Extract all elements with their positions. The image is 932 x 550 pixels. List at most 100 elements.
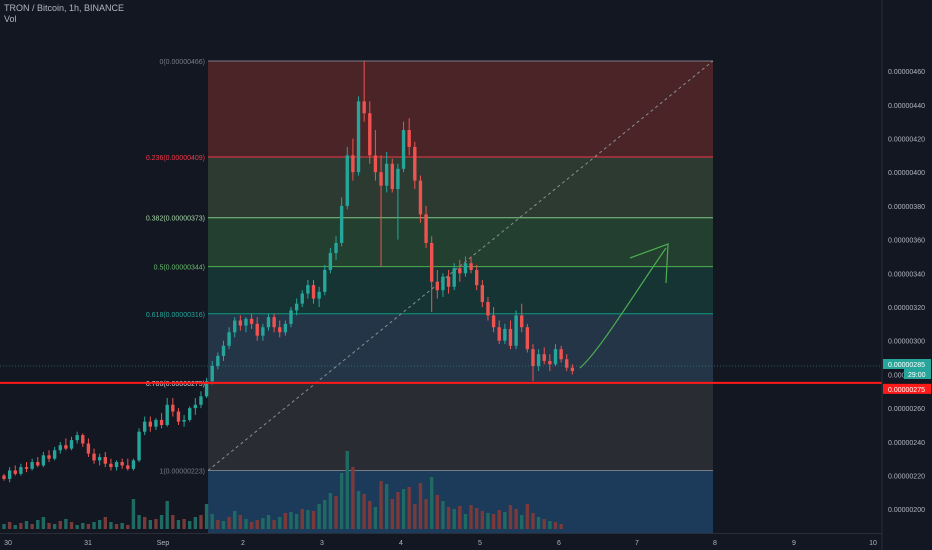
volume-bar [210,514,214,529]
volume-bar [351,467,355,529]
candle-body [345,155,349,206]
trend-dashed-line [207,60,714,471]
candle-body [536,354,541,366]
volume-bar [362,494,366,529]
candle-body [458,268,462,274]
candle-body [452,268,456,287]
fib-zone-0.618 [208,313,713,383]
volume-bar [238,515,243,529]
candle-body [486,301,490,316]
candle-body [36,462,40,466]
volume-bar [379,481,383,529]
candle-body [413,146,417,181]
volume-bar [300,509,304,529]
volume-bar [244,519,248,529]
volume-bar [497,510,501,529]
volume-bar [204,504,209,529]
volume-bar [396,492,400,529]
candle-body [570,367,575,372]
price-tick-label: 0.00000260 [888,406,925,413]
candle-body [176,411,181,422]
symbol-title: TRON / Bitcoin, 1h, BINANCE [4,3,125,13]
price-tick-label: 0.00000220 [888,474,925,481]
volume-bar [475,508,479,529]
volume-bar [452,509,456,529]
candle-body [137,431,141,461]
candle-body [475,269,479,286]
volume-bar [120,523,124,529]
candle-body [58,445,62,451]
volume-bar [458,506,462,529]
candle-body [142,421,147,432]
candle-body [424,214,428,243]
candle-body [52,450,57,459]
candle-body [283,323,288,333]
volume-bar [384,484,389,529]
candle-body [159,419,164,425]
volume-bar [36,520,40,529]
volume-bar [81,523,85,529]
candle-body [559,349,563,360]
candle-body [233,320,237,333]
volume-label: Vol [4,14,17,24]
volume-bar [508,505,513,529]
candle-body [19,467,23,474]
drawn-arrow [579,243,669,369]
volume-bar [514,509,518,529]
fib-zone-0.236 [208,157,713,218]
price-axis-bg [882,0,932,550]
candle-body [272,317,276,328]
candle-body [261,327,265,336]
volume-bar [435,495,440,529]
volume-bar [413,504,417,529]
candle-body [103,457,107,464]
volume-bar [418,483,423,529]
candle-body [503,328,507,341]
candle-body [238,320,243,326]
volume-bar [345,451,349,529]
volume-bar [289,512,293,529]
candle-body [441,276,445,291]
last-price-tag [883,358,931,369]
volume-bar [480,511,485,529]
fib-level-label: 1(0.00000223) [159,468,205,475]
candle-body [553,349,558,365]
volume-bar [548,521,552,529]
candle-body [565,359,569,368]
volume-bar [339,473,344,529]
fib-zone-0.786 [208,382,713,471]
candlesticks [2,60,575,483]
volume-bar [227,517,231,529]
support-price-tag [883,383,931,394]
candle-body [81,435,85,444]
volume-bar [30,524,34,529]
price-tick-label: 0.00000300 [888,339,925,346]
candle-body [13,470,17,474]
volume-bar [159,515,164,529]
volume-bar [407,487,411,529]
volume-bar [154,519,158,529]
candle-body [278,327,282,333]
candle-body [249,318,254,324]
volume-bar [109,522,113,529]
candle-body [531,349,535,366]
horizontal-line[interactable] [0,365,882,384]
candle-body [323,269,327,292]
candle-body [216,355,220,366]
price-tick-label: 0.00000400 [888,170,925,177]
volume-bar [13,525,17,529]
volume-bar [171,515,175,529]
fib-zone-0.382 [208,217,713,267]
candle-body [182,419,186,422]
volume-bar [249,522,254,529]
candle-body [171,404,175,412]
candle-body [294,303,299,311]
volume-bar [520,515,524,529]
candle-body [401,130,406,169]
candle-body [114,462,119,468]
volume-bar [283,513,288,529]
candle-body [491,315,496,328]
volume-bar [52,524,57,529]
candle-body [120,462,124,466]
